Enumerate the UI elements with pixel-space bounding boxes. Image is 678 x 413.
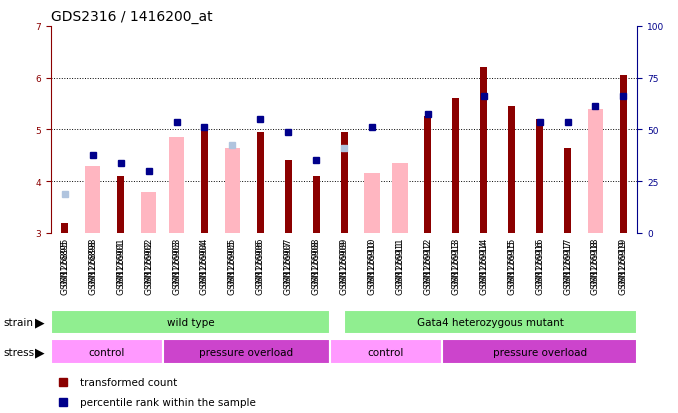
Text: Gata4 heterozygous mutant: Gata4 heterozygous mutant <box>417 317 564 327</box>
Text: ▶: ▶ <box>35 316 45 328</box>
Text: control: control <box>89 347 125 357</box>
Bar <box>393 164 407 233</box>
Bar <box>257 133 264 233</box>
Bar <box>536 120 543 233</box>
Text: GSM126905: GSM126905 <box>228 237 237 285</box>
Text: GSM126903: GSM126903 <box>172 237 181 285</box>
Text: GDS2316 / 1416200_at: GDS2316 / 1416200_at <box>51 10 212 24</box>
Bar <box>344 310 637 334</box>
Text: GSM126909: GSM126909 <box>340 237 348 285</box>
Text: GSM126908: GSM126908 <box>312 237 321 285</box>
Text: GSM126916: GSM126916 <box>535 237 544 285</box>
Bar <box>51 310 330 334</box>
Text: wild type: wild type <box>167 317 214 327</box>
Bar <box>442 339 637 364</box>
Text: pressure overload: pressure overload <box>492 347 586 357</box>
Bar <box>340 133 348 233</box>
Text: GSM126906: GSM126906 <box>256 237 265 285</box>
Bar <box>452 99 459 233</box>
Text: GSM126919: GSM126919 <box>619 237 628 285</box>
Text: GSM126904: GSM126904 <box>200 237 209 285</box>
Text: stress: stress <box>3 347 35 357</box>
Text: GSM126911: GSM126911 <box>395 237 405 285</box>
Bar <box>117 177 124 233</box>
Text: GSM126918: GSM126918 <box>591 237 600 285</box>
Bar <box>51 339 163 364</box>
Text: GSM126901: GSM126901 <box>116 237 125 285</box>
Text: GSM126898: GSM126898 <box>88 237 97 285</box>
Bar <box>330 339 442 364</box>
Text: transformed count: transformed count <box>80 377 178 387</box>
Text: GSM126917: GSM126917 <box>563 237 572 285</box>
Text: strain: strain <box>3 317 33 327</box>
Bar <box>285 161 292 233</box>
Text: GSM126907: GSM126907 <box>283 237 293 285</box>
Bar <box>85 166 100 233</box>
Bar <box>224 148 240 233</box>
Text: GSM126910: GSM126910 <box>367 237 376 285</box>
Bar <box>141 192 156 233</box>
Bar <box>169 138 184 233</box>
Text: GSM126914: GSM126914 <box>479 237 488 285</box>
Bar <box>61 223 68 233</box>
Bar <box>313 177 319 233</box>
Text: GSM126915: GSM126915 <box>507 237 516 285</box>
Bar <box>588 109 603 233</box>
Bar <box>163 339 330 364</box>
Text: percentile rank within the sample: percentile rank within the sample <box>80 396 256 406</box>
Text: GSM126902: GSM126902 <box>144 237 153 285</box>
Bar <box>620 76 627 233</box>
Text: ▶: ▶ <box>35 345 45 358</box>
Bar <box>424 117 431 233</box>
Bar <box>364 174 380 233</box>
Text: pressure overload: pressure overload <box>199 347 294 357</box>
Bar <box>564 148 571 233</box>
Bar <box>201 128 208 233</box>
Bar <box>508 107 515 233</box>
Text: GSM126912: GSM126912 <box>423 237 433 285</box>
Text: GSM126895: GSM126895 <box>60 237 69 285</box>
Text: control: control <box>367 347 404 357</box>
Text: GSM126913: GSM126913 <box>452 237 460 285</box>
Bar <box>480 68 487 233</box>
